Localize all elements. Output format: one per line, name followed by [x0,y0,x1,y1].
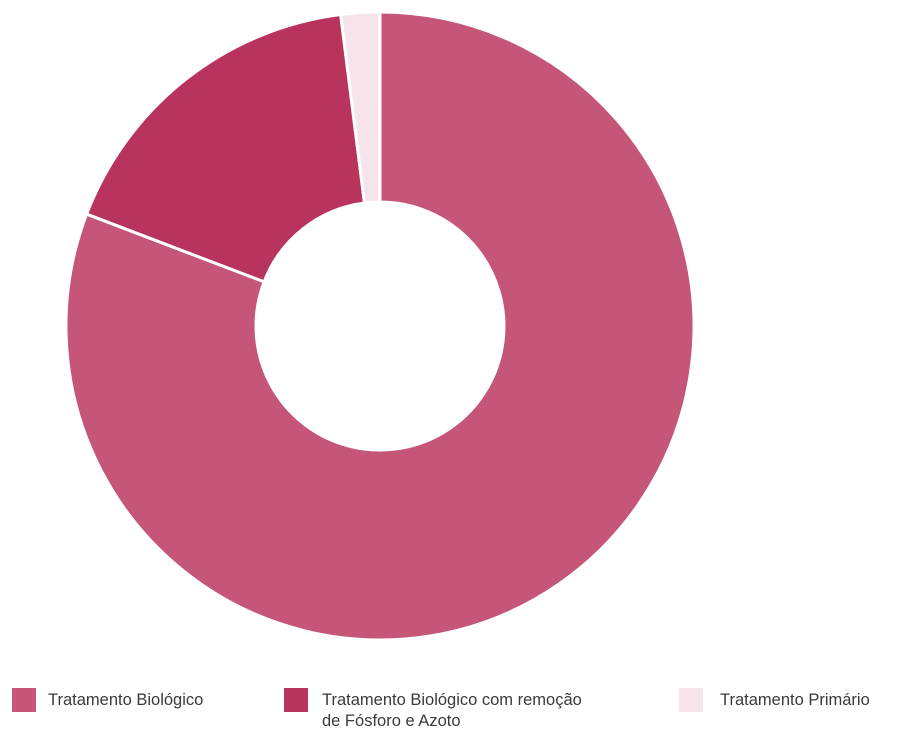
legend-label-tratamento-biologico-remocao: Tratamento Biológico com remoção de Fósf… [322,691,586,730]
slice-tratamento-primario[interactable] [338,10,382,205]
legend-swatch-tratamento-biologico [12,688,36,712]
slice-tratamento-biologico-remocao[interactable] [84,12,367,284]
chart-slices [64,10,696,642]
slice-tratamento-biologico[interactable] [64,10,696,642]
legend-item-tratamento-primario[interactable]: Tratamento Primário [679,688,870,712]
chart-legend: Tratamento Biológico Tratamento Biológic… [12,688,870,730]
legend-label-tratamento-biologico: Tratamento Biológico [48,691,203,709]
legend-swatch-tratamento-biologico-remocao [284,688,308,712]
legend-label-line-1: Tratamento Biológico com remoção [322,691,582,709]
legend-label-tratamento-primario: Tratamento Primário [720,691,870,709]
legend-swatch-tratamento-primario [679,688,703,712]
legend-label-line-2: de Fósforo e Azoto [322,712,461,730]
legend-item-tratamento-biologico[interactable]: Tratamento Biológico [12,688,203,712]
legend-item-tratamento-biologico-remocao[interactable]: Tratamento Biológico com remoção de Fósf… [284,688,586,730]
